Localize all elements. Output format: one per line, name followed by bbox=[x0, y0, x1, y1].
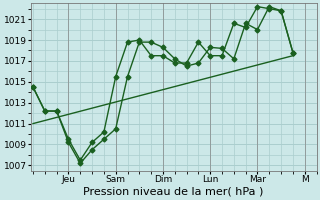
X-axis label: Pression niveau de la mer( hPa ): Pression niveau de la mer( hPa ) bbox=[84, 187, 264, 197]
